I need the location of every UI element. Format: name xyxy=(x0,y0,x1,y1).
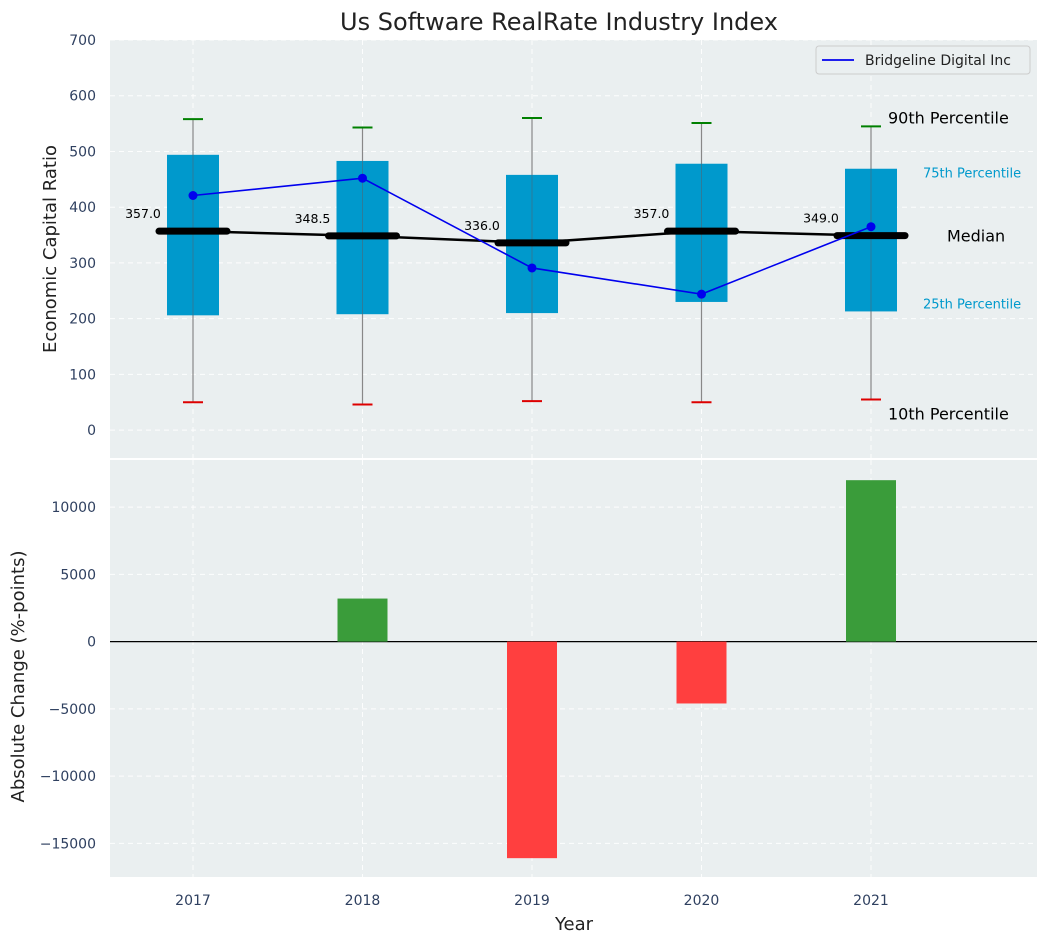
bottom-plot-area xyxy=(110,460,1037,877)
bottom-ytick-label: 10000 xyxy=(51,500,96,516)
top-ytick-label: 700 xyxy=(69,33,96,49)
median-value-label: 357.0 xyxy=(634,206,670,221)
change-bar-2018 xyxy=(337,598,388,642)
bottom-ylabel: Absolute Change (%-points) xyxy=(8,551,29,803)
bottom-ytick-label: −5000 xyxy=(49,702,96,718)
company-point-2019 xyxy=(527,263,537,273)
xtick-label: 2020 xyxy=(684,893,720,909)
top-ytick-label: 0 xyxy=(87,423,96,439)
xtick-label: 2021 xyxy=(853,893,889,909)
p90-annotation: 90th Percentile xyxy=(888,108,1009,127)
change-bar-2020 xyxy=(676,641,727,704)
company-point-2021 xyxy=(866,222,876,232)
bottom-ytick-label: 0 xyxy=(87,635,96,651)
xlabel: Year xyxy=(554,914,594,935)
chart-title: Us Software RealRate Industry Index xyxy=(340,8,778,36)
median-value-label: 349.0 xyxy=(803,211,839,226)
median-annotation: Median xyxy=(947,227,1005,246)
top-ylabel: Economic Capital Ratio xyxy=(40,145,61,353)
legend-box xyxy=(815,45,1031,75)
xtick-label: 2018 xyxy=(345,893,381,909)
change-bar-2021 xyxy=(846,480,896,642)
median-value-label: 336.0 xyxy=(464,218,500,233)
xtick-label: 2019 xyxy=(514,893,550,909)
bottom-ytick-label: 5000 xyxy=(60,567,96,583)
p25-annotation: 25th Percentile xyxy=(923,297,1021,312)
legend-label: Bridgeline Digital Inc xyxy=(865,53,1011,69)
top-ytick-label: 600 xyxy=(69,89,96,105)
change-bar-2019 xyxy=(507,641,557,859)
median-value-label: 348.5 xyxy=(295,211,331,226)
top-ytick-label: 100 xyxy=(69,367,96,383)
company-point-2018 xyxy=(358,173,367,183)
p75-annotation: 75th Percentile xyxy=(923,167,1021,182)
bottom-ytick-label: −10000 xyxy=(40,769,96,785)
bottom-ytick-label: −15000 xyxy=(40,836,96,852)
top-ytick-label: 300 xyxy=(69,256,96,272)
company-point-2017 xyxy=(188,190,198,200)
median-value-label: 357.0 xyxy=(125,206,161,221)
xtick-label: 2017 xyxy=(175,893,211,909)
p10-annotation: 10th Percentile xyxy=(888,404,1009,423)
company-point-2020 xyxy=(697,289,706,299)
top-plot-area xyxy=(110,40,1037,458)
top-ytick-label: 200 xyxy=(69,312,96,328)
top-ytick-label: 400 xyxy=(69,200,96,216)
top-ytick-label: 500 xyxy=(69,144,96,160)
